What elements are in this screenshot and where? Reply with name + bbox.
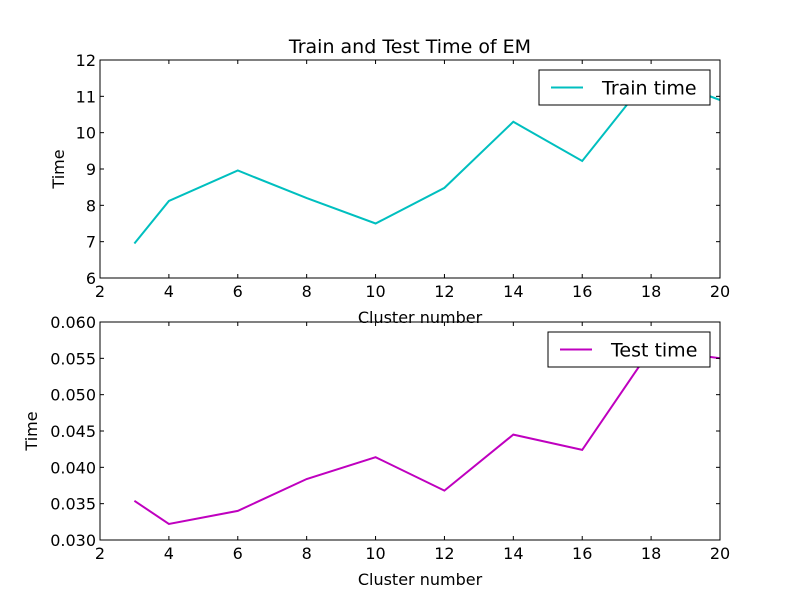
x-tick-label: 18 — [641, 544, 661, 563]
y-tick-label: 0.045 — [50, 422, 96, 441]
x-tick-label: 12 — [434, 544, 454, 563]
y-tick-label: 7 — [86, 233, 96, 252]
x-tick-label: 12 — [434, 282, 454, 301]
legend: Test time — [547, 331, 711, 368]
chart-title: Train and Test Time of EM — [288, 36, 531, 58]
y-tick-label: 9 — [86, 160, 96, 179]
x-tick-label: 4 — [164, 544, 174, 563]
x-tick-label: 18 — [641, 282, 661, 301]
y-tick-label: 0.035 — [50, 495, 96, 514]
y-tick-label: 0.040 — [50, 458, 96, 477]
x-tick-label: 10 — [365, 544, 385, 563]
y-tick-label: 11 — [76, 87, 96, 106]
y-tick-label: 0.050 — [50, 386, 96, 405]
x-axis-label: Cluster number — [358, 308, 483, 327]
x-tick-label: 20 — [710, 544, 730, 563]
y-axis-label: Time — [22, 411, 41, 451]
legend-label: Train time — [601, 78, 697, 100]
y-tick-label: 0.030 — [50, 531, 96, 550]
series-line-train-time — [133, 73, 720, 245]
y-tick-label: 8 — [86, 196, 96, 215]
series-line-test-time — [133, 347, 720, 526]
legend: Train time — [538, 69, 711, 106]
x-tick-label: 20 — [710, 282, 730, 301]
x-tick-label: 8 — [302, 544, 312, 563]
x-tick-label: 4 — [164, 282, 174, 301]
y-axis-label: Time — [49, 149, 68, 189]
test-time-plot: 2 4 6 8 10 12 14 16 18 20 0.030 0.035 0.040 0.045 0.05… — [22, 313, 730, 589]
y-tick-label: 0.055 — [50, 349, 96, 368]
x-tick-label: 16 — [572, 282, 592, 301]
x-tick-label: 14 — [503, 282, 523, 301]
train-time-plot: 2 4 6 8 10 12 14 16 18 20 6 7 8 9 10 11 12 Cluster number… — [49, 51, 730, 327]
y-tick-label: 10 — [76, 124, 96, 143]
x-tick-label: 10 — [365, 282, 385, 301]
x-axis-label: Cluster number — [358, 570, 483, 589]
x-tick-label: 8 — [302, 282, 312, 301]
x-tick-label: 2 — [95, 282, 105, 301]
x-tick-label: 6 — [233, 544, 243, 563]
x-tick-label: 2 — [95, 544, 105, 563]
x-tick-label: 16 — [572, 544, 592, 563]
y-tick-label: 6 — [86, 269, 96, 288]
y-tick-label: 12 — [76, 51, 96, 70]
y-tick-label: 0.060 — [50, 313, 96, 332]
legend-label: Test time — [610, 340, 697, 362]
x-tick-label: 6 — [233, 282, 243, 301]
x-tick-label: 14 — [503, 544, 523, 563]
